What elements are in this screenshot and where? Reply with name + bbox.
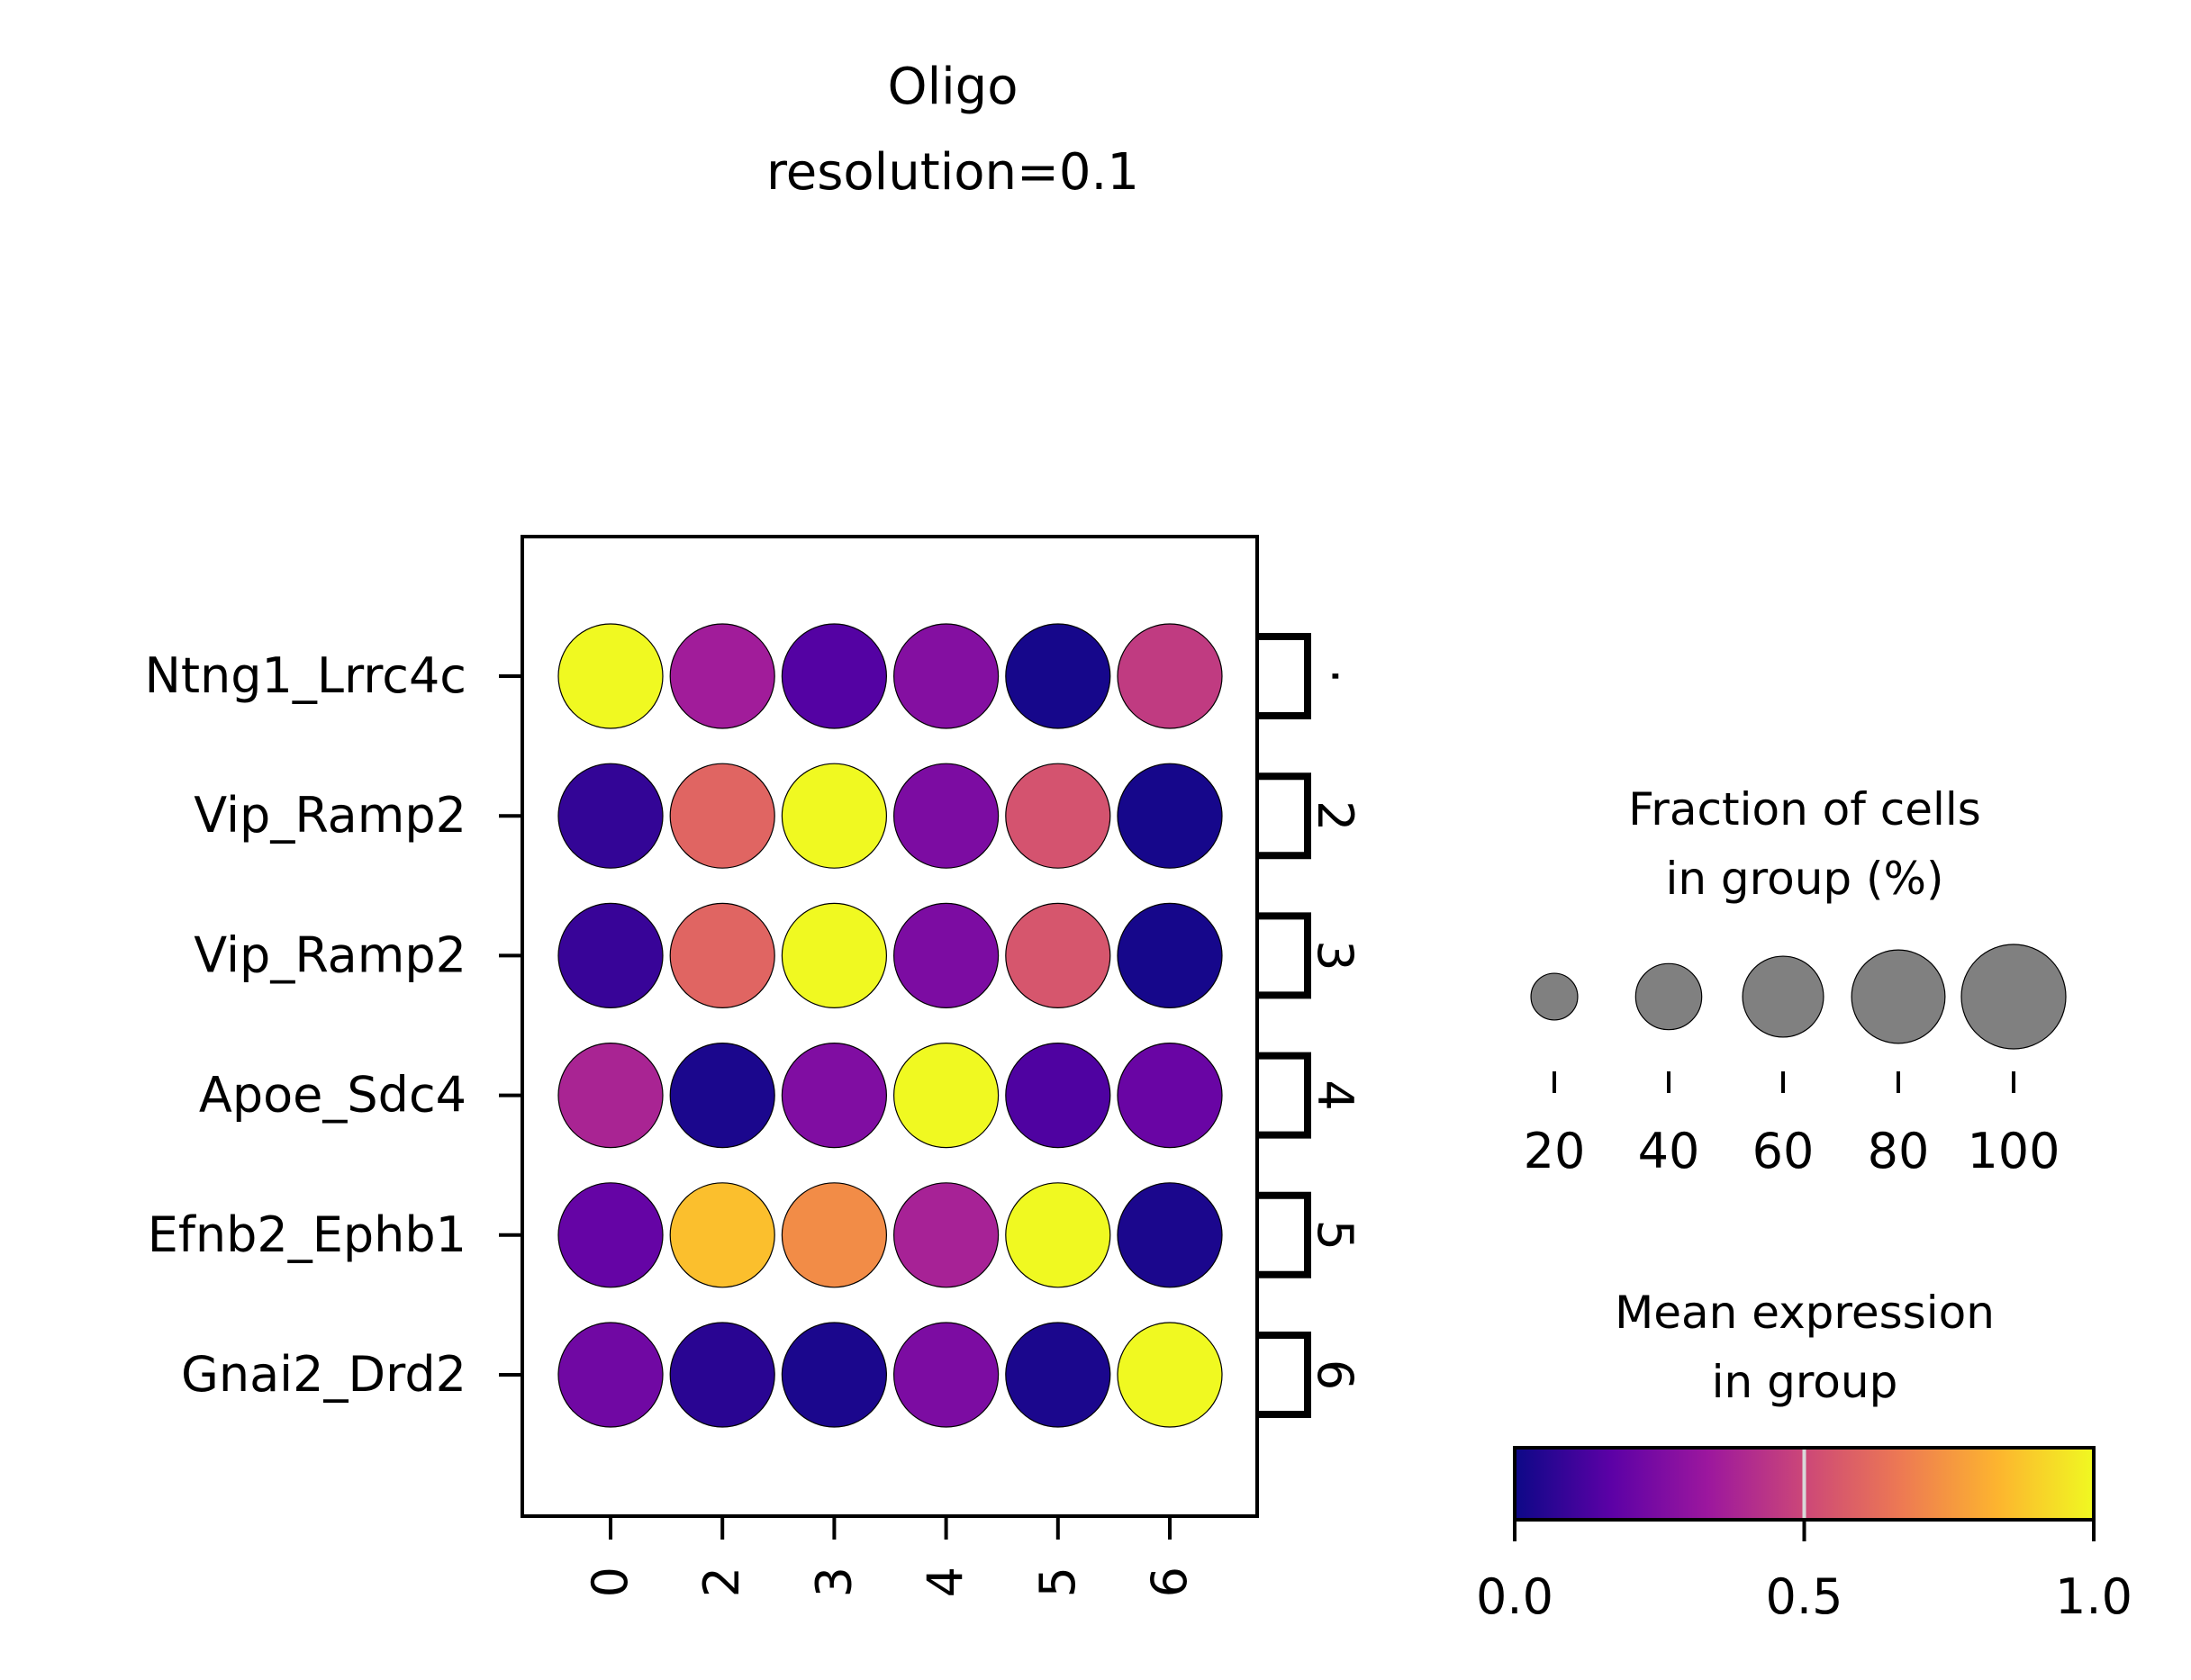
dot-Vip_Ramp2-4 (892, 902, 1000, 1009)
dot-Efnb2_Ephb1-2 (669, 1182, 775, 1288)
group-brackets: · 2 3 4 5 6 (1259, 633, 1363, 1418)
x-axis: 0 2 3 4 5 6 (582, 1516, 1198, 1597)
dot-Vip_Ramp2-2 (669, 902, 775, 1009)
x-tick-label: 3 (805, 1567, 862, 1597)
y-tick-label: Gnai2_Drd2 (181, 1346, 466, 1403)
dot-Efnb2_Ephb1-6 (1117, 1182, 1223, 1288)
colorbar-tick-label: 0.0 (1476, 1568, 1553, 1625)
size-legend-dot (1960, 944, 2067, 1050)
chart-subtitle: resolution=0.1 (766, 143, 1139, 202)
color-legend-title-line1: Mean expression (1615, 1287, 1995, 1339)
dot-Efnb2_Ephb1-4 (892, 1182, 1000, 1288)
dot-Apoe_Sdc4-2 (669, 1042, 775, 1149)
group-bracket-label: 4 (1307, 1079, 1363, 1110)
size-legend-label: 100 (1967, 1123, 2060, 1179)
size-legend-label: 80 (1868, 1123, 1930, 1179)
y-tick-label: Efnb2_Ephb1 (148, 1206, 466, 1263)
size-legend-dot (1634, 962, 1703, 1031)
dot-Vip_Ramp2-0 (557, 902, 664, 1009)
size-legend-label: 20 (1524, 1123, 1586, 1179)
y-tick-label: Vip_Ramp2 (194, 787, 466, 844)
group-bracket-label: 5 (1307, 1220, 1363, 1251)
group-bracket (1259, 1052, 1311, 1139)
dot-Efnb2_Ephb1-3 (781, 1182, 888, 1288)
dot-Vip_Ramp2-6 (1117, 763, 1223, 869)
colorbar-tick-label: 1.0 (2055, 1568, 2132, 1625)
y-axis: Ntng1_Lrrc4c Vip_Ramp2 Vip_Ramp2 Apoe_Sdc4 E… (144, 647, 522, 1403)
dot-Ntng1_Lrrc4c-6 (1117, 623, 1223, 729)
y-tick-label: Vip_Ramp2 (194, 926, 466, 983)
dot-Ntng1_Lrrc4c-0 (557, 623, 664, 729)
colorbar-tick-label: 0.5 (1766, 1568, 1843, 1625)
plot-frame (521, 535, 1259, 1518)
color-legend-title-line2: in group (1712, 1356, 1898, 1408)
dot-Gnai2_Drd2-5 (1005, 1322, 1111, 1428)
dot-Gnai2_Drd2-4 (892, 1322, 1000, 1428)
chart-title: Oligo (887, 58, 1018, 116)
dot-Apoe_Sdc4-3 (781, 1042, 888, 1149)
size-legend-label: 60 (1752, 1123, 1815, 1179)
group-bracket-label: 3 (1307, 940, 1363, 971)
y-tick-label: Apoe_Sdc4 (199, 1067, 466, 1124)
x-tick-label: 0 (582, 1567, 638, 1597)
dot-Gnai2_Drd2-0 (557, 1322, 664, 1428)
group-bracket (1259, 633, 1311, 719)
x-tick-label: 2 (693, 1567, 750, 1597)
dot-Vip_Ramp2-2 (669, 763, 775, 869)
size-legend-title-line2: in group (%) (1665, 853, 1943, 905)
dot-Vip_Ramp2-4 (892, 763, 1000, 869)
dot-Apoe_Sdc4-6 (1117, 1042, 1223, 1149)
dot-Efnb2_Ephb1-0 (557, 1182, 664, 1288)
group-bracket (1259, 1191, 1311, 1278)
size-legend-dot (1851, 949, 1946, 1044)
dot-Ntng1_Lrrc4c-5 (1005, 623, 1111, 729)
color-legend: Mean expression in group 0.0 0.5 1.0 (1476, 1287, 2132, 1625)
x-tick-label: 5 (1029, 1567, 1086, 1597)
x-tick-label: 4 (918, 1567, 974, 1597)
dot-Vip_Ramp2-6 (1117, 902, 1223, 1009)
dot-Gnai2_Drd2-3 (781, 1322, 888, 1428)
group-bracket-label: · (1307, 668, 1363, 683)
dot-Ntng1_Lrrc4c-4 (892, 623, 1000, 729)
dot-Efnb2_Ephb1-5 (1005, 1182, 1111, 1288)
size-legend-dot (1742, 955, 1824, 1038)
size-legend-title-line1: Fraction of cells (1628, 783, 1981, 835)
group-bracket-label: 6 (1307, 1359, 1363, 1390)
dot-Vip_Ramp2-0 (557, 763, 664, 869)
dot-Apoe_Sdc4-4 (892, 1042, 1000, 1149)
group-bracket-label: 2 (1307, 800, 1363, 831)
dot-Ntng1_Lrrc4c-3 (781, 623, 888, 729)
dot-grid (557, 623, 1223, 1428)
x-tick-label: 6 (1141, 1567, 1198, 1597)
dot-Gnai2_Drd2-2 (669, 1322, 775, 1428)
size-legend-label: 40 (1638, 1123, 1700, 1179)
group-bracket (1259, 772, 1311, 860)
dot-Vip_Ramp2-3 (781, 902, 888, 1009)
dot-Apoe_Sdc4-5 (1005, 1042, 1111, 1149)
dot-Vip_Ramp2-5 (1005, 763, 1111, 869)
group-bracket (1259, 1332, 1311, 1418)
y-tick-label: Ntng1_Lrrc4c (144, 647, 466, 704)
dot-Ntng1_Lrrc4c-2 (669, 623, 775, 729)
size-legend: Fraction of cells in group (%) 20 40 60 80 1… (1524, 783, 2067, 1179)
size-legend-dot (1530, 972, 1579, 1021)
dot-Vip_Ramp2-5 (1005, 902, 1111, 1009)
dot-Apoe_Sdc4-0 (557, 1042, 664, 1149)
dot-Gnai2_Drd2-6 (1117, 1322, 1223, 1428)
dot-Vip_Ramp2-3 (781, 763, 888, 869)
group-bracket (1259, 912, 1311, 999)
